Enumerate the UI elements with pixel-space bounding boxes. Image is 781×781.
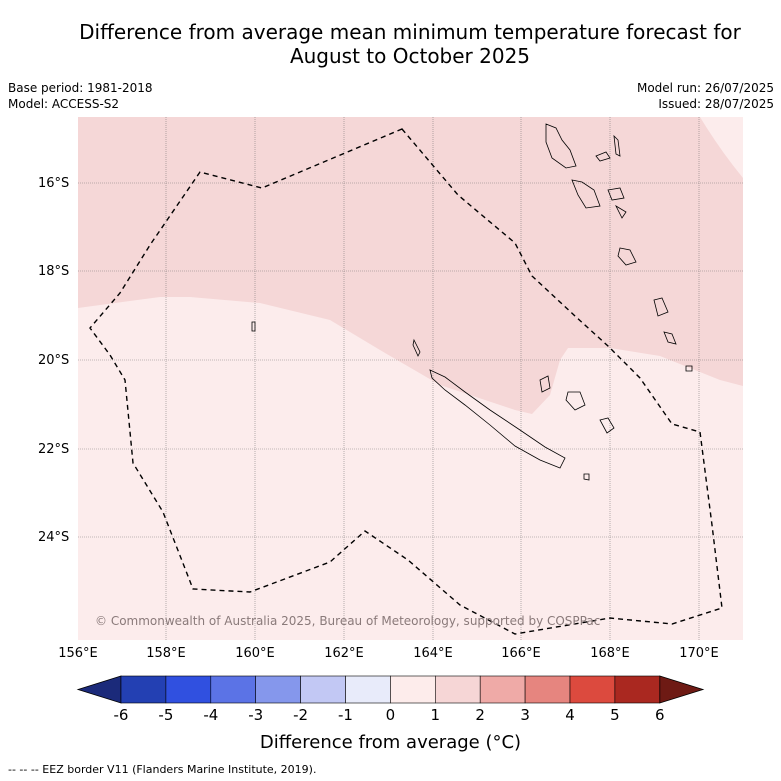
colorbar-segment: [569, 675, 616, 704]
lon-label-170e: 170°E: [679, 646, 719, 661]
coastlines: [251, 123, 693, 481]
colorbar-tick-label: 6: [655, 706, 665, 724]
colorbar-tick-label: -6: [113, 706, 129, 724]
lon-label-168e: 168°E: [590, 646, 630, 661]
colorbar-extend-high: [659, 675, 705, 704]
colorbar-segment: [165, 675, 212, 704]
colorbar-tick-label: -2: [293, 706, 309, 724]
colorbar-segment: [210, 675, 257, 704]
colorbar-tick-label: -1: [338, 706, 353, 724]
lon-label-158e: 158°E: [146, 646, 186, 661]
lat-label-22s: 22°S: [38, 442, 70, 457]
meta-right: Model run: 26/07/2025 Issued: 28/07/2025: [637, 80, 774, 112]
colorbar-tick-label: 2: [475, 706, 485, 724]
colorbar-tick-label: -5: [158, 706, 174, 724]
colorbar-tick-label: 3: [520, 706, 530, 724]
chart-title: Difference from average mean minimum tem…: [40, 20, 780, 68]
colorbar-segment: [479, 675, 526, 704]
colorbar-segment: [614, 675, 661, 704]
colorbar-extend-low: [76, 675, 122, 704]
colorbar-segment: [434, 675, 481, 704]
lat-label-20s: 20°S: [38, 353, 70, 368]
new-caledonia-coast: [429, 369, 566, 469]
colorbar-tick-label: -4: [203, 706, 219, 724]
lon-label-156e: 156°E: [58, 646, 98, 661]
title-line-2: August to October 2025: [289, 44, 531, 68]
model-name: Model: ACCESS-S2: [8, 97, 120, 111]
lon-label-164e: 164°E: [413, 646, 453, 661]
lon-label-166e: 166°E: [501, 646, 541, 661]
lat-label-18s: 18°S: [38, 264, 70, 279]
colorbar-tick-label: 4: [565, 706, 575, 724]
colorbar-tick-label: 0: [385, 706, 396, 724]
colorbar-segment: [120, 675, 167, 704]
eez-border: [89, 128, 723, 635]
colorbar-title: Difference from average (°C): [259, 732, 522, 753]
colorbar-segment: [390, 675, 436, 704]
vanuatu-coast: [545, 123, 577, 169]
colorbar-segment: [300, 675, 346, 704]
lon-label-162e: 162°E: [324, 646, 364, 661]
colorbar-segment: [255, 675, 301, 704]
title-line-1: Difference from average mean minimum tem…: [79, 20, 741, 44]
graticule: [78, 117, 743, 640]
credit-text: © Commonwealth of Australia 2025, Bureau…: [95, 614, 601, 628]
colorbar: [76, 675, 705, 704]
base-period: Base period: 1981-2018: [8, 81, 153, 95]
colorbar-segment: [345, 675, 391, 704]
lat-label-16s: 16°S: [38, 176, 70, 191]
eez-legend: -- -- -- EEZ border V11 (Flanders Marine…: [8, 763, 317, 776]
lon-label-160e: 160°E: [235, 646, 275, 661]
colorbar-segment: [524, 675, 571, 704]
colorbar-tick-label: -3: [248, 706, 264, 724]
colorbar-tick-label: 5: [610, 706, 620, 724]
model-run: Model run: 26/07/2025: [636, 81, 774, 95]
issued-date: Issued: 28/07/2025: [658, 97, 774, 111]
colorbar-tick-label: 1: [430, 706, 441, 724]
lat-label-24s: 24°S: [38, 530, 70, 545]
meta-left: Base period: 1981-2018 Model: ACCESS-S2: [8, 80, 153, 112]
